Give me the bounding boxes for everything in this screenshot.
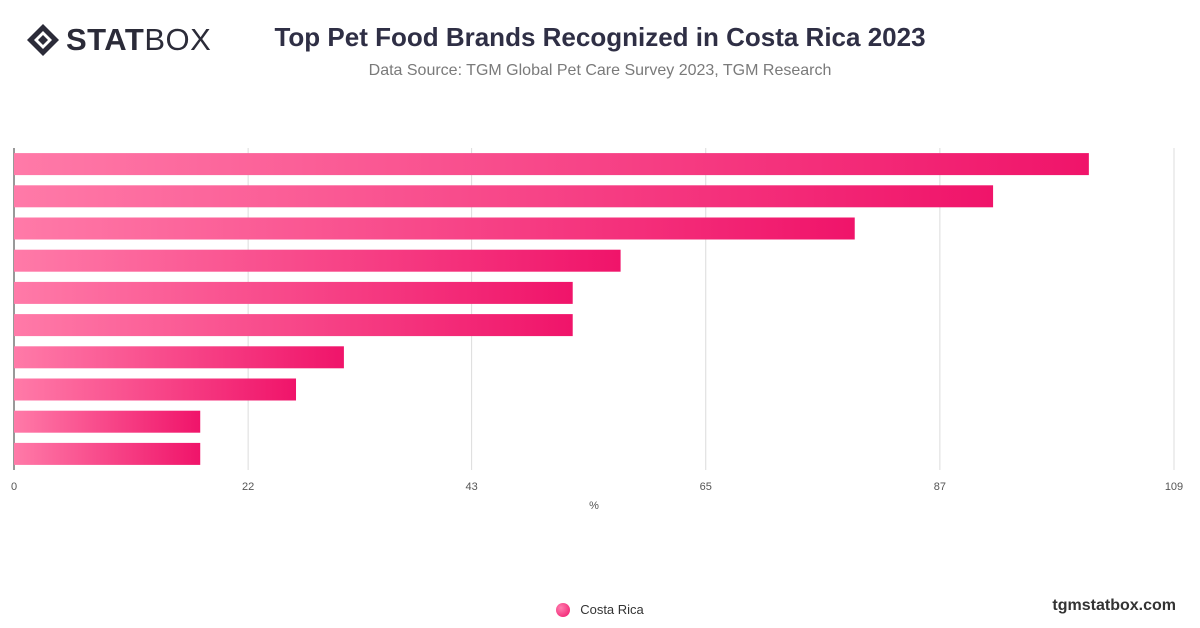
x-tick-label: 22 [242,481,254,493]
bar[interactable] [14,410,201,433]
chart-legend[interactable]: Costa Rica [0,602,1200,617]
chart-subtitle: Data Source: TGM Global Pet Care Survey … [368,62,832,79]
bar[interactable] [14,249,621,272]
x-tick-label: 87 [934,481,946,493]
bar[interactable] [14,153,1089,176]
statbox-logo: STATBOX [26,22,211,58]
x-tick-label: 109 [1165,481,1183,493]
bar[interactable] [14,281,573,304]
chart-bars [14,153,1089,465]
bar[interactable] [14,442,201,465]
statbox-logo-icon [27,24,59,56]
bar[interactable] [14,346,344,369]
legend-marker [556,602,571,617]
x-tick-label: 65 [700,481,712,493]
bar[interactable] [14,378,297,401]
logo-wordmark: STATBOX [66,22,212,57]
bar[interactable] [14,185,994,208]
legend-label: Costa Rica [580,602,644,617]
chart-title: Top Pet Food Brands Recognized in Costa … [274,22,926,52]
x-tick-label: 43 [465,481,477,493]
site-credit: tgmstatbox.com [1052,597,1176,614]
x-axis-ticks: 0 22 43 65 87 109 [11,481,1183,493]
x-tick-label: 0 [11,481,17,493]
x-axis-label: % [589,500,599,512]
bar[interactable] [14,314,573,337]
bar[interactable] [14,217,855,240]
